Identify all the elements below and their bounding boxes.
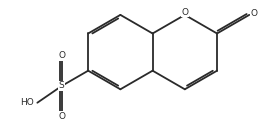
Text: O: O xyxy=(250,9,257,18)
Text: O: O xyxy=(58,112,65,121)
Text: O: O xyxy=(58,51,65,60)
Text: HO: HO xyxy=(21,98,34,107)
Text: S: S xyxy=(59,81,65,90)
Text: O: O xyxy=(181,8,188,17)
